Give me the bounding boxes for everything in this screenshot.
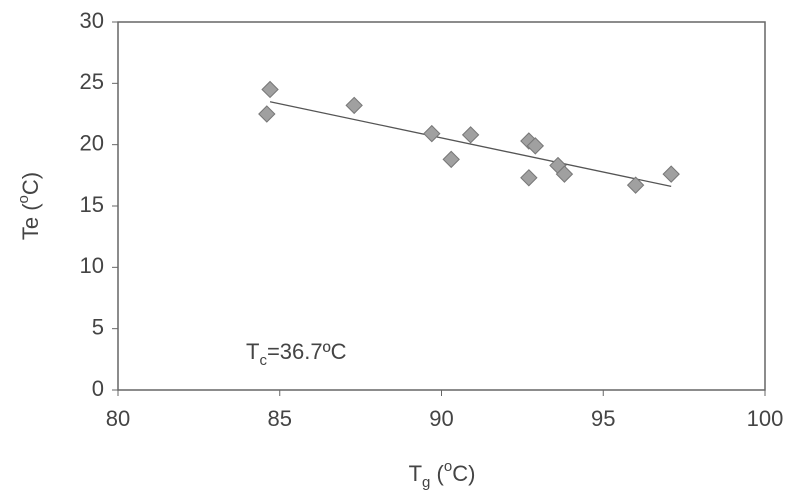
x-tick-label: 100 (747, 406, 784, 431)
y-tick-label: 10 (80, 253, 104, 278)
data-point (663, 166, 679, 182)
y-tick-label: 15 (80, 192, 104, 217)
data-point (259, 106, 275, 122)
x-tick-label: 90 (429, 406, 453, 431)
trendline (270, 102, 671, 187)
y-tick-label: 0 (92, 376, 104, 401)
y-tick-label: 5 (92, 314, 104, 339)
data-point (443, 151, 459, 167)
data-point (262, 81, 278, 97)
data-point (463, 127, 479, 143)
y-axis-label: Te (oC) (15, 172, 43, 240)
x-tick-label: 85 (268, 406, 292, 431)
y-tick-label: 25 (80, 69, 104, 94)
data-point (521, 170, 537, 186)
y-tick-label: 30 (80, 8, 104, 33)
data-point (346, 97, 362, 113)
y-tick-label: 20 (80, 130, 104, 155)
plot-frame (118, 22, 765, 390)
x-tick-label: 95 (591, 406, 615, 431)
x-axis-label: Tg (oC) (409, 458, 476, 491)
chart: Te (oC) Tg (oC) Tc=36.7ºC 0 5 10 15 20 25 30 80… (0, 0, 789, 497)
x-tick-label: 80 (106, 406, 130, 431)
annotation: Tc=36.7ºC (246, 339, 347, 369)
data-point (424, 126, 440, 142)
